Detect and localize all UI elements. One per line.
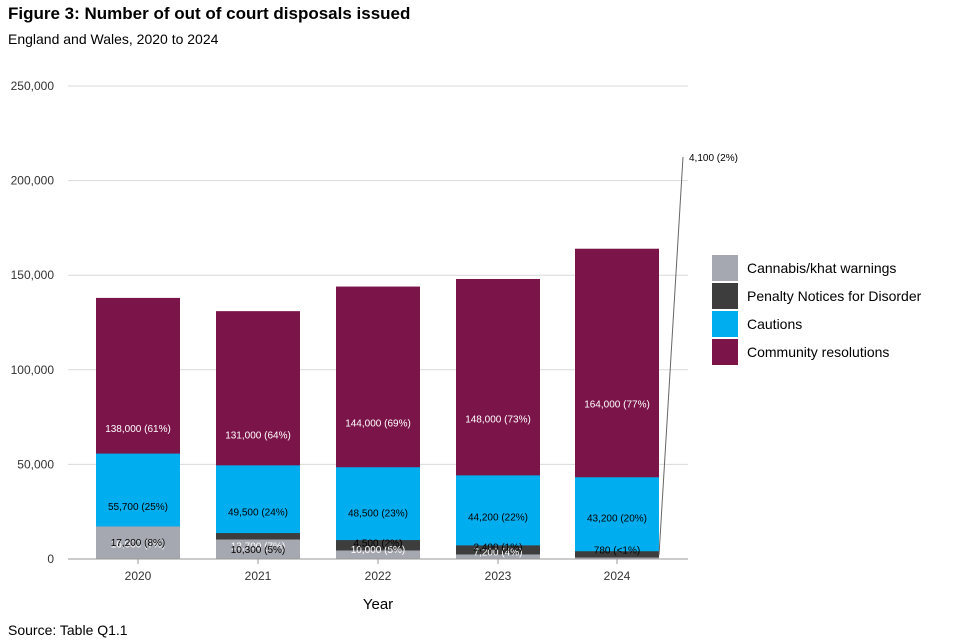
y-tick-label: 0 <box>47 552 54 566</box>
data-label: 55,700 (25%) <box>108 502 168 513</box>
x-tick-label: 2023 <box>485 569 512 583</box>
bar-segment <box>575 551 659 559</box>
bars <box>96 248 659 559</box>
data-label: 13,700 (7%) <box>231 542 285 553</box>
data-label: 10,000 (5%) <box>351 545 405 556</box>
legend-swatch <box>712 311 738 337</box>
bar-segment <box>575 477 659 559</box>
data-label: 144,000 (69%) <box>345 418 411 429</box>
x-tick-label: 2020 <box>125 569 152 583</box>
legend-label: Cannabis/khat warnings <box>747 260 896 276</box>
bar-segment <box>575 557 659 559</box>
y-tick-label: 200,000 <box>11 174 55 188</box>
legend-swatch <box>712 283 738 309</box>
legend-swatch <box>712 339 738 365</box>
data-label: 138,000 (61%) <box>105 424 171 435</box>
data-label: 10,300 (5%) <box>231 545 285 556</box>
data-labels: 138,000 (61%) 55,700 (25%) 16,000 (7%)17,2… <box>105 153 738 559</box>
data-label: 16,000 (7%) <box>111 539 165 550</box>
bar-segment <box>216 539 300 559</box>
chart-title: Figure 3: Number of out of court disposa… <box>8 4 411 23</box>
bar-segment <box>456 554 540 559</box>
y-tick-label: 150,000 <box>11 268 55 282</box>
chart-subtitle: England and Wales, 2020 to 2024 <box>8 31 219 47</box>
legend-label: Community resolutions <box>747 344 889 360</box>
legend-label: Penalty Notices for Disorder <box>747 288 922 304</box>
data-label: 131,000 (64%) <box>225 431 291 442</box>
data-label: 48,500 (23%) <box>348 509 408 520</box>
bar-segment <box>96 526 180 559</box>
y-tick-label: 50,000 <box>17 457 54 471</box>
legend-swatch <box>712 255 738 281</box>
legend: Cannabis/khat warnings Penalty Notices fo… <box>712 255 922 365</box>
y-tick-label: 250,000 <box>11 79 55 93</box>
chart-source: Source: Table Q1.1 <box>8 622 128 638</box>
data-label: 44,200 (22%) <box>468 513 528 524</box>
x-tick-label: 2022 <box>365 569 392 583</box>
legend-label: Cautions <box>747 316 802 332</box>
data-label: 4,100 (2%) <box>689 153 738 164</box>
y-tick-label: 100,000 <box>11 363 55 377</box>
callout-line <box>658 156 684 556</box>
bar-segment <box>336 550 420 559</box>
data-label: 43,200 (20%) <box>587 514 647 525</box>
data-label: 164,000 (77%) <box>584 399 650 410</box>
data-label: 148,000 (73%) <box>465 414 531 425</box>
data-label: 17,200 (8%) <box>111 538 165 549</box>
axes: 0 50,000 100,000 150,000 200,000 250,000 2020 2… <box>11 79 688 583</box>
data-label: 2,400 (1%) <box>474 542 523 553</box>
data-label: 780 (<1%) <box>594 546 640 557</box>
x-tick-label: 2024 <box>604 569 631 583</box>
bar-segment <box>456 475 540 559</box>
data-label: 4,500 (2%) <box>354 538 403 549</box>
data-label: 7,200 (4%) <box>474 548 523 559</box>
x-tick-label: 2021 <box>245 569 272 583</box>
x-axis-title: Year <box>363 596 393 613</box>
data-label: 49,500 (24%) <box>228 508 288 519</box>
